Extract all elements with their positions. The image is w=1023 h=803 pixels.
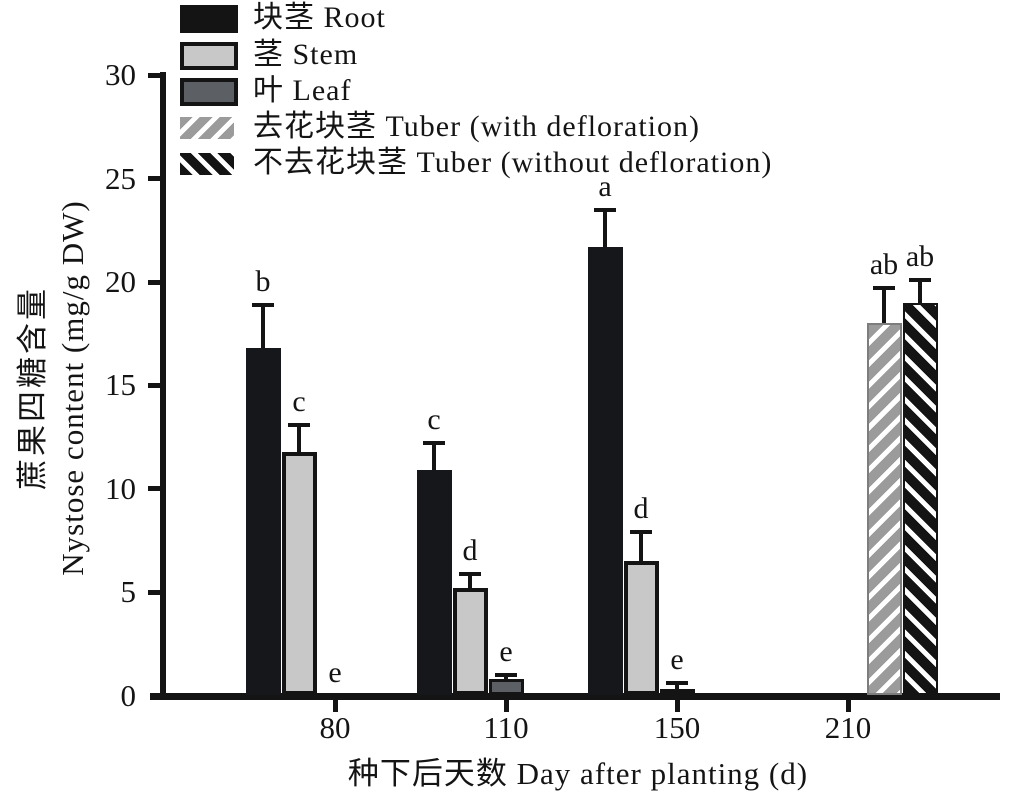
legend-swatch-root-icon xyxy=(180,5,238,33)
error-bar-root-110 xyxy=(432,443,436,471)
y-tick-label-20: 20 xyxy=(105,264,136,300)
legend-label-leaf: 叶 Leaf xyxy=(253,74,352,107)
x-axis-line xyxy=(150,693,1000,700)
y-tick-label-15: 15 xyxy=(105,367,136,403)
x-tick-label-110: 110 xyxy=(483,710,529,745)
error-bar-tuber-nodefl-210 xyxy=(918,280,922,303)
bar-stem-150 xyxy=(623,561,659,696)
legend-label-root: 块茎 Root xyxy=(253,1,386,34)
error-cap-tuber-nodefl-210 xyxy=(909,278,931,283)
sig-label-leaf-110: e xyxy=(499,634,513,668)
y-tick-5 xyxy=(148,589,161,595)
x-tick-110 xyxy=(503,700,509,712)
sig-label-root-80: b xyxy=(255,264,271,298)
y-axis-title: 蔗果四糖含量 Nystose content (mg/g DW) xyxy=(13,18,97,758)
y-tick-25 xyxy=(148,176,161,182)
x-tick-210 xyxy=(845,700,851,712)
bar-root-80 xyxy=(245,348,281,696)
error-cap-leaf-110 xyxy=(495,672,517,677)
error-cap-leaf-150 xyxy=(666,681,688,686)
sig-label-stem-150: d xyxy=(633,492,649,526)
error-cap-stem-110 xyxy=(459,571,481,576)
y-tick-label-0: 0 xyxy=(120,677,137,713)
legend-label-stem: 茎 Stem xyxy=(253,38,359,71)
bar-tuber-defl-210 xyxy=(866,323,902,696)
sig-label-root-110: c xyxy=(427,403,441,437)
sig-label-root-150: a xyxy=(598,169,612,203)
legend-swatch-leaf-icon xyxy=(180,78,238,106)
error-bar-stem-150 xyxy=(639,532,643,562)
legend-swatch-hatch-backward-icon xyxy=(180,153,234,175)
y-tick-30 xyxy=(148,72,161,78)
error-cap-root-80 xyxy=(252,302,274,307)
error-cap-stem-150 xyxy=(630,530,652,535)
error-cap-stem-80 xyxy=(288,422,310,427)
y-tick-label-30: 30 xyxy=(105,57,136,93)
y-axis-title-chinese: 蔗果四糖含量 xyxy=(15,286,50,490)
x-tick-label-210: 210 xyxy=(824,710,872,745)
error-cap-root-150 xyxy=(594,207,616,212)
x-axis-title: 种下后天数 Day after planting (d) xyxy=(347,756,809,791)
bar-root-150 xyxy=(587,246,623,696)
x-tick-label-150: 150 xyxy=(653,710,701,745)
error-bar-tuber-defl-210 xyxy=(882,288,886,324)
bar-stem-80 xyxy=(281,451,317,696)
error-bar-leaf-150 xyxy=(675,683,679,690)
sig-label-leaf-80: e xyxy=(328,655,342,689)
sig-label-tuber-nodefl-210: ab xyxy=(905,240,935,274)
sig-label-stem-80: c xyxy=(292,384,306,418)
error-cap-tuber-defl-210 xyxy=(873,286,895,291)
bar-leaf-110 xyxy=(488,678,524,696)
sig-label-leaf-150: e xyxy=(670,643,684,677)
legend-swatch-hatch-forward-icon xyxy=(180,117,234,139)
legend-label-tuber-no-defloration: 不去花块茎 Tuber (without defloration) xyxy=(253,146,773,179)
y-axis-line xyxy=(160,72,166,698)
legend-label-tuber-defloration: 去花块茎 Tuber (with defloration) xyxy=(253,110,701,143)
error-bar-root-80 xyxy=(261,304,265,349)
y-tick-10 xyxy=(148,486,161,492)
y-tick-label-10: 10 xyxy=(105,470,136,506)
y-tick-label-5: 5 xyxy=(120,574,137,610)
x-tick-150 xyxy=(674,700,680,712)
sig-label-stem-110: d xyxy=(462,533,478,567)
y-tick-label-25: 25 xyxy=(105,160,136,196)
bar-leaf-150 xyxy=(659,689,695,696)
y-tick-20 xyxy=(148,279,161,285)
legend-swatch-stem-icon xyxy=(180,42,238,70)
bar-root-110 xyxy=(416,470,452,696)
y-axis-title-english: Nystose content (mg/g DW) xyxy=(55,200,90,576)
error-bar-leaf-110 xyxy=(504,674,508,679)
y-tick-15 xyxy=(148,382,161,388)
x-tick-label-80: 80 xyxy=(319,710,351,745)
bar-tuber-nodefl-210 xyxy=(902,302,938,696)
error-bar-stem-110 xyxy=(468,573,472,589)
error-cap-root-110 xyxy=(423,441,445,446)
error-bar-root-150 xyxy=(603,209,607,247)
bar-stem-110 xyxy=(452,588,488,696)
error-bar-stem-80 xyxy=(297,424,301,452)
x-tick-80 xyxy=(332,700,338,712)
sig-label-tuber-defl-210: ab xyxy=(869,248,899,282)
